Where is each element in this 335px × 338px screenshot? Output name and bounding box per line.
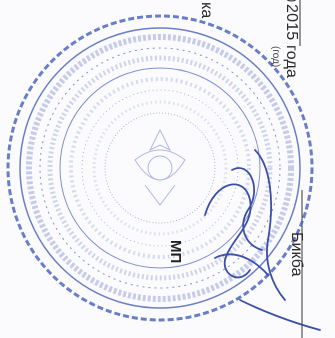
year-hint: (год) — [270, 46, 281, 68]
year-text: 2015 года — [283, 4, 300, 79]
handwritten-signature-icon — [204, 149, 321, 331]
paren-fragment: ) — [285, 0, 300, 3]
text-fragment-top: ка — [198, 2, 215, 19]
round-seal-stamp-icon — [6, 14, 314, 322]
signer-surname: Бикба — [288, 232, 305, 277]
stamp-mark-label: МП — [167, 240, 184, 264]
